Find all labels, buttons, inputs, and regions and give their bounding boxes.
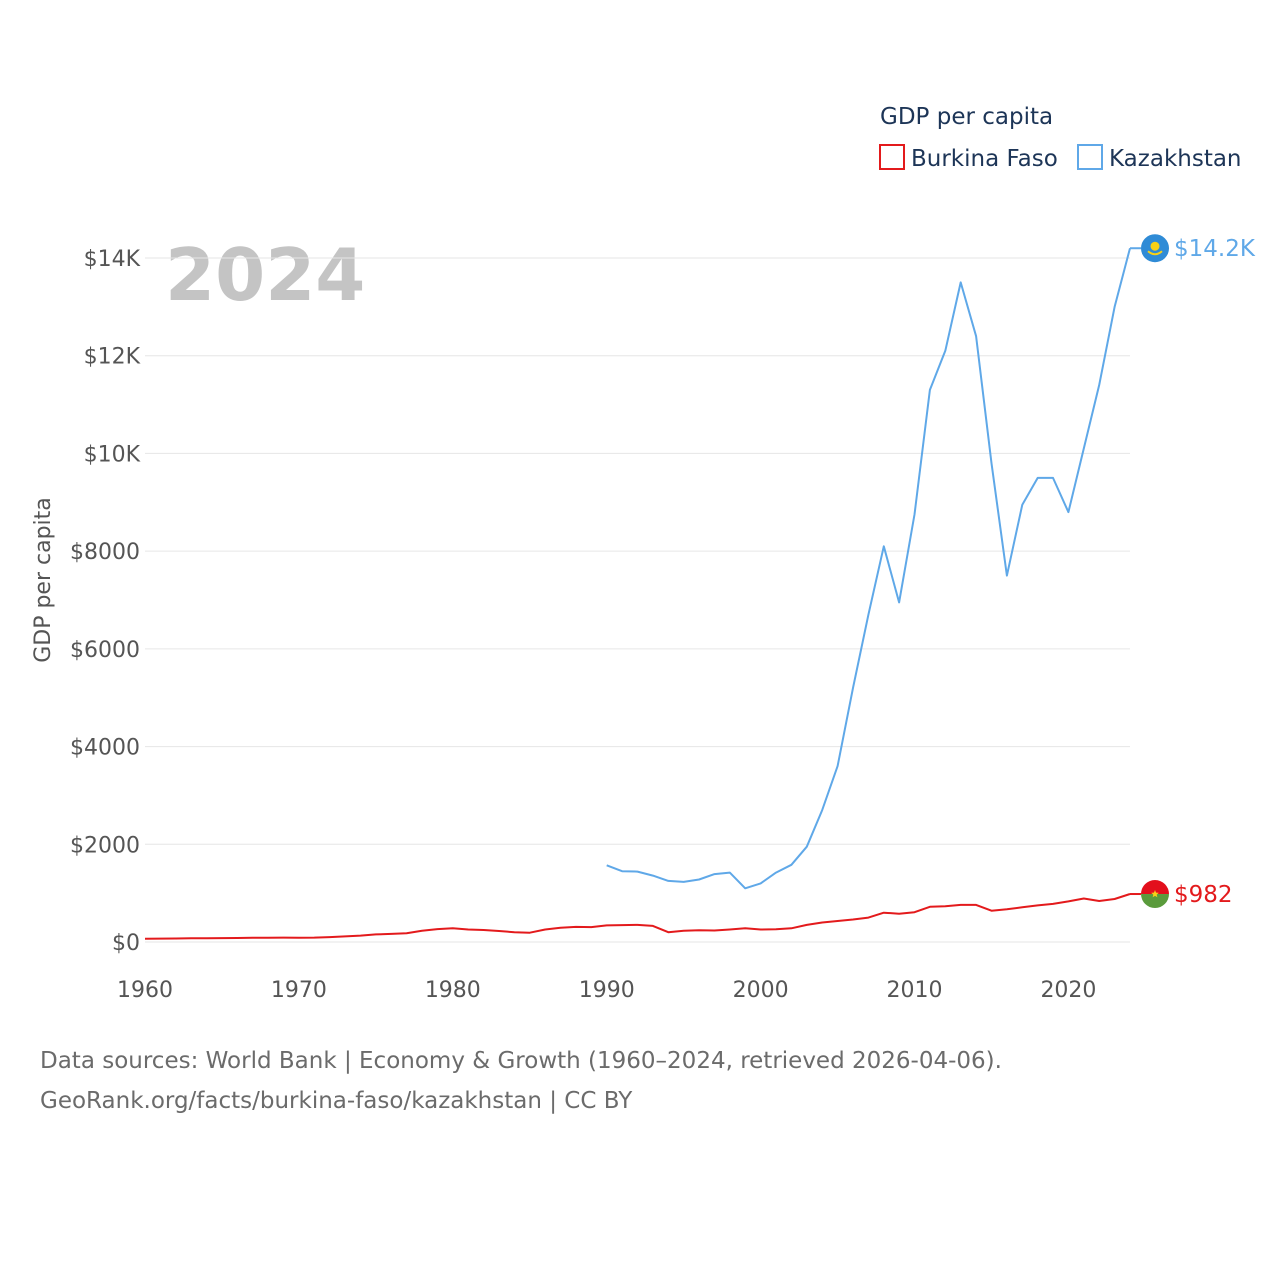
x-tick-label: 2020 [1040, 978, 1096, 1003]
end-value-label-burkina-faso: $982 [1174, 882, 1233, 908]
end-markers: $982 $14.2K [1141, 234, 1256, 909]
y-tick-label: $8000 [70, 540, 140, 565]
y-tick-label: $2000 [70, 833, 140, 858]
y-tick-label: $14K [84, 247, 141, 272]
y-tick-labels: $0 $2000 $4000 $6000 $8000 $10K $12K $14K [70, 247, 141, 956]
legend-swatch-burkina-faso[interactable] [879, 144, 905, 170]
series-lines [144, 247, 1141, 940]
y-tick-label: $10K [84, 442, 141, 467]
series-line-kazakhstan[interactable] [606, 247, 1131, 890]
x-tick-label: 2000 [733, 978, 789, 1003]
source-link-line[interactable]: GeoRank.org/facts/burkina-faso/kazakhsta… [40, 1088, 633, 1114]
y-tick-label: $0 [112, 931, 140, 956]
x-tick-label: 1980 [425, 978, 481, 1003]
current-year-label: 2024 [165, 233, 365, 317]
legend-label-kazakhstan[interactable]: Kazakhstan [1109, 146, 1242, 172]
y-tick-label: $12K [84, 345, 141, 370]
y-tick-label: $4000 [70, 736, 140, 761]
source-line-1: Data sources: World Bank | Economy & Gro… [40, 1048, 1002, 1074]
legend: GDP per capita Burkina Faso Kazakhstan [879, 104, 1242, 172]
x-tick-label: 1970 [271, 978, 327, 1003]
series-line-burkina-faso[interactable] [144, 893, 1131, 940]
grid-lines [145, 257, 1130, 943]
y-tick-label: $6000 [70, 638, 140, 663]
kazakhstan-flag-icon [1141, 234, 1169, 263]
burkina-faso-flag-icon [1141, 880, 1169, 909]
legend-label-burkina-faso[interactable]: Burkina Faso [911, 146, 1058, 172]
x-tick-label: 2010 [887, 978, 943, 1003]
legend-swatch-kazakhstan[interactable] [1077, 144, 1103, 170]
end-value-label-kazakhstan: $14.2K [1174, 236, 1256, 262]
legend-title: GDP per capita [880, 104, 1053, 130]
x-tick-label: 1990 [579, 978, 635, 1003]
y-axis-label: GDP per capita [31, 497, 56, 663]
x-tick-labels: 1960 1970 1980 1990 2000 2010 2020 [117, 978, 1096, 1003]
x-tick-label: 1960 [117, 978, 173, 1003]
